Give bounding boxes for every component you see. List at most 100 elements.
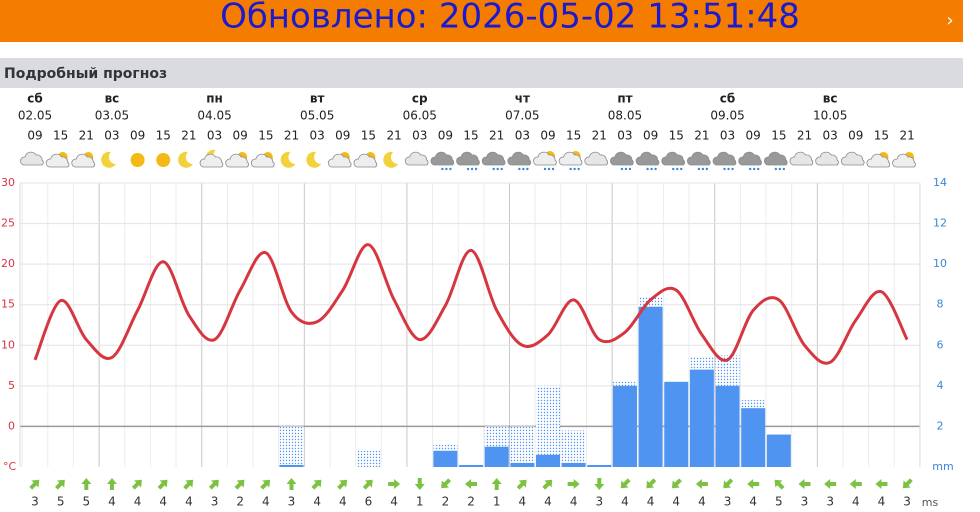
wind-speed: 1 — [416, 495, 424, 509]
wind-speed: 4 — [544, 495, 552, 509]
y2-tick-label: 4 — [937, 379, 944, 392]
precip-max-bar — [561, 430, 586, 467]
wind-speed: 6 — [365, 495, 373, 509]
weather-icon — [840, 151, 865, 166]
y-tick-label: 20 — [1, 257, 15, 270]
hour-label: 21 — [181, 129, 196, 143]
cloud — [584, 151, 608, 166]
hour-label: 15 — [669, 129, 684, 143]
day-name: сб — [27, 92, 43, 106]
cloud — [404, 151, 429, 166]
weather-icon — [101, 151, 116, 168]
precip-bar — [766, 434, 791, 467]
hour-label: 03 — [104, 129, 119, 143]
wind-speed: 3 — [31, 495, 39, 509]
hour-label: 09 — [848, 129, 863, 143]
precip-bar — [638, 306, 663, 467]
hour-label: 09 — [438, 129, 453, 143]
weather-icon — [866, 152, 891, 168]
weather-icon — [481, 151, 506, 171]
raindrop — [620, 167, 624, 171]
raindrop — [676, 167, 679, 171]
day-date: 02.05 — [18, 109, 52, 123]
cloud — [250, 153, 275, 168]
weather-icon — [250, 152, 275, 168]
cloud — [815, 151, 839, 166]
raindrop — [705, 167, 709, 171]
cloud — [20, 151, 44, 166]
y-tick-label: 15 — [1, 298, 15, 311]
cloud — [635, 151, 660, 166]
wind-arrow — [106, 478, 117, 490]
wind-arrow — [362, 479, 373, 490]
wind-speed: 2 — [467, 495, 475, 509]
weather-icon — [507, 151, 532, 171]
warning-bar[interactable] — [0, 0, 963, 42]
cloud — [199, 153, 224, 168]
weather-icon — [430, 151, 455, 171]
wind-arrow — [875, 479, 888, 490]
updated-time: Обновлено: 2026-05-02 13:51:48 — [220, 0, 800, 37]
y2-unit: mm — [932, 460, 953, 473]
precip-max-bar — [279, 426, 304, 467]
precip-bar — [279, 464, 304, 467]
wind-arrow — [646, 478, 657, 489]
wind-arrow — [286, 478, 297, 490]
day-date: 03.05 — [95, 109, 129, 123]
day-name: вс — [823, 92, 838, 106]
cloud — [533, 151, 557, 166]
moon — [306, 151, 322, 168]
wind-speed: 4 — [390, 495, 398, 509]
wind-speed: 4 — [262, 495, 270, 509]
raindrop — [449, 167, 452, 171]
wind-arrow — [131, 479, 142, 490]
day-date: 05.05 — [300, 109, 334, 123]
weather-icon — [353, 152, 378, 168]
weather-icon — [71, 152, 95, 168]
hour-label: 15 — [566, 129, 581, 143]
hour-label: 21 — [284, 129, 299, 143]
y2-tick-label: 8 — [937, 298, 944, 311]
precip-bar — [587, 464, 612, 467]
day-date: 08.05 — [608, 109, 642, 123]
raindrop — [526, 167, 529, 171]
wind-speed: 4 — [852, 495, 860, 509]
wind-arrow — [441, 478, 452, 489]
sun — [130, 153, 145, 167]
wind-arrow — [798, 479, 811, 489]
hour-label: 15 — [874, 129, 889, 143]
raindrop — [445, 167, 448, 171]
wind-arrow — [337, 479, 348, 490]
wind-arrow — [849, 478, 862, 489]
precip-bar — [689, 369, 714, 467]
weather-icon — [558, 151, 583, 171]
weather-icon — [661, 151, 685, 171]
hour-label: 15 — [53, 129, 68, 143]
y2-tick-label: 2 — [937, 419, 944, 432]
raindrop — [672, 167, 675, 171]
wind-speed: 4 — [159, 495, 167, 509]
raindrop — [500, 167, 503, 171]
cloud — [327, 153, 352, 168]
precip-bar — [741, 408, 766, 467]
wind-speed: 4 — [878, 495, 886, 509]
weather-icon — [306, 151, 322, 168]
raindrop — [474, 167, 478, 171]
y-tick-label: 0 — [8, 419, 15, 432]
wind-speed: 3 — [595, 495, 603, 509]
sun — [156, 153, 171, 167]
chevron[interactable]: › — [946, 10, 953, 31]
cloud — [45, 153, 70, 168]
raindrop — [522, 167, 525, 171]
weather-icon — [610, 151, 634, 171]
hour-label: 21 — [386, 129, 401, 143]
section-title: Подробный прогноз — [4, 66, 167, 82]
weather-icon — [789, 151, 814, 166]
weather-icon — [225, 152, 249, 168]
precip-bar — [561, 462, 586, 467]
hour-label: 09 — [540, 129, 555, 143]
weather-icon — [404, 151, 429, 166]
wind-arrow — [902, 478, 913, 489]
wind-speed: 3 — [801, 495, 809, 509]
